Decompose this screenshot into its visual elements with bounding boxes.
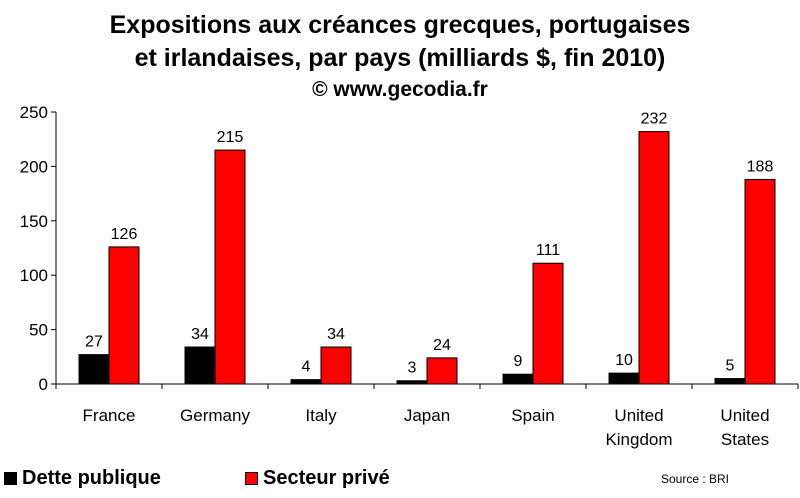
data-label: 126 <box>111 226 138 243</box>
data-label: 215 <box>217 129 244 146</box>
x-tick-label: Japan <box>404 406 450 425</box>
x-tick-label: United <box>720 406 769 425</box>
x-tick-label: Spain <box>511 406 554 425</box>
bar <box>320 346 352 385</box>
data-label: 34 <box>327 326 345 343</box>
x-tick-label: Italy <box>305 406 337 425</box>
bar <box>714 378 746 385</box>
bar <box>638 131 670 385</box>
legend-label-secteur-prive: Secteur privé <box>263 467 390 489</box>
legend-item-secteur-prive: Secteur privé <box>245 466 390 490</box>
chart-title-line2: et irlandaises, par pays (milliards $, f… <box>134 44 666 72</box>
data-label: 9 <box>514 353 523 370</box>
legend-item-dette-publique: Dette publique <box>4 466 161 490</box>
data-label: 24 <box>433 337 451 354</box>
legend-swatch-red <box>245 471 258 485</box>
bar <box>744 178 776 385</box>
data-label: 10 <box>615 352 633 369</box>
y-tick-label: 200 <box>20 157 48 176</box>
bar <box>396 380 428 385</box>
bar <box>214 149 246 385</box>
bar <box>532 262 564 385</box>
x-tick-label: United <box>614 406 663 425</box>
x-tick-label: Germany <box>180 406 250 425</box>
chart-subtitle: © www.gecodia.fr <box>312 78 488 101</box>
legend-swatch-black <box>4 471 17 485</box>
bar <box>426 357 458 385</box>
bar <box>108 246 140 385</box>
data-label: 27 <box>85 334 103 351</box>
y-tick-label: 50 <box>29 321 48 340</box>
bar <box>78 354 110 385</box>
y-tick-label: 150 <box>20 212 48 231</box>
bar <box>184 346 216 385</box>
y-tick-label: 250 <box>20 103 48 122</box>
chart-title: Expositions aux créances grecques, portu… <box>109 11 691 39</box>
x-tick-label: France <box>83 406 136 425</box>
data-label: 3 <box>408 360 417 377</box>
source-note: Source : BRI <box>660 472 729 486</box>
data-label: 34 <box>191 326 209 343</box>
y-tick-label: 0 <box>39 375 48 394</box>
x-tick-label: Kingdom <box>605 430 672 449</box>
y-tick-label: 100 <box>20 266 48 285</box>
bar <box>608 372 640 385</box>
x-tick-label: States <box>721 430 769 449</box>
data-label: 111 <box>536 242 560 259</box>
data-label: 4 <box>302 359 311 376</box>
data-label: 5 <box>726 358 735 375</box>
legend-label-dette-publique: Dette publique <box>22 467 161 489</box>
bar <box>502 373 534 385</box>
bar <box>290 379 322 385</box>
data-label: 232 <box>641 111 668 128</box>
data-label: 188 <box>747 158 774 175</box>
